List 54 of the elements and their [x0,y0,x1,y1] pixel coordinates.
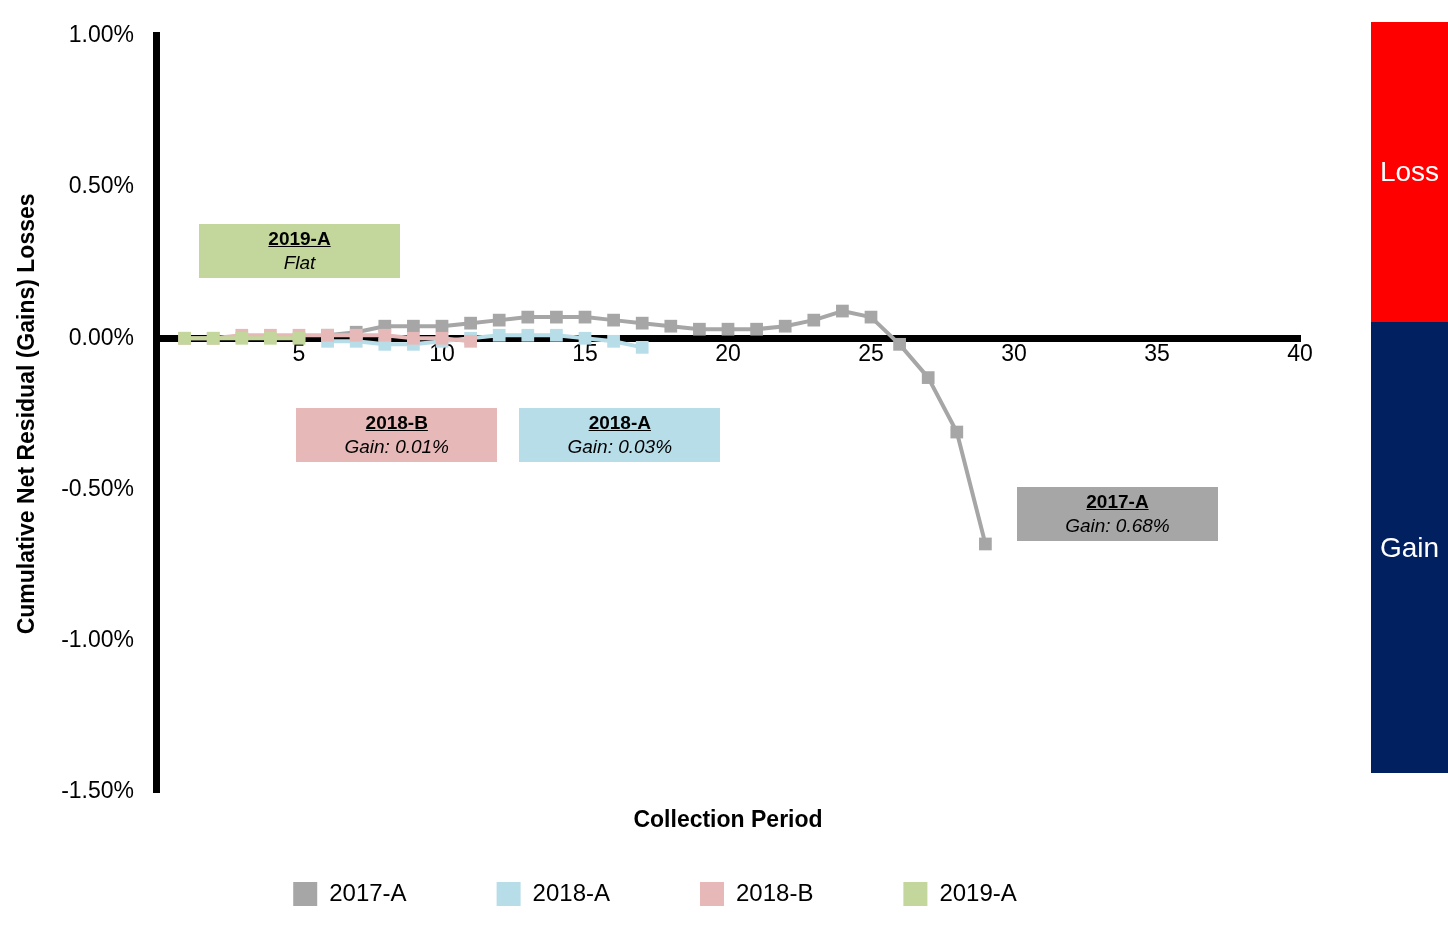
x-tick-label: 40 [1287,340,1313,367]
legend-label: 2018-B [736,878,814,906]
legend-label: 2017-A [329,878,407,906]
annotation: 2019-A Flat [268,226,331,275]
y-axis-title: Cumulative Net Residual (Gains) Losses [13,193,40,635]
y-tick-label: -1.00% [61,626,134,653]
x-tick-label: 25 [858,340,884,367]
y-tick-label: 0.00% [68,323,134,350]
annotation: 2017-A Gain: 0.68% [1065,489,1170,538]
x-tick-label: 30 [1001,340,1027,367]
point [893,337,906,351]
x-axis-title: Collection Period [633,806,823,833]
annotation: 2018-A Gain: 0.03% [567,411,673,460]
point [407,319,420,333]
note-box: 2018-A Gain: 0.03% [519,408,721,463]
legend-label: 2018-A [532,878,610,906]
point [635,340,649,354]
point [778,319,792,333]
point [378,328,392,342]
note-box: 2018-B Gain: 0.01% [296,408,498,463]
note-box: 2017-A Gain: 0.68% [1016,486,1218,541]
point [550,310,563,324]
point [693,322,706,336]
point [979,537,992,551]
loss-gain-scale: Loss Gain [1371,22,1448,773]
point [492,313,506,327]
point [578,331,592,345]
point [836,304,849,318]
point [550,328,563,342]
point [464,316,477,330]
note-box: 2019-A Flat [199,223,400,278]
legend-label: 2019-A [939,878,1017,906]
point [921,371,935,384]
point [407,331,420,345]
y-tick-label: 0.50% [68,172,134,199]
x-tick-label: 15 [572,340,598,367]
y-tick-label: 1.00% [68,21,134,48]
point [492,328,506,342]
point [664,319,678,333]
point [750,322,763,336]
point [521,328,535,342]
y-tick-label: -0.50% [61,474,134,501]
y-tick-label: -1.50% [61,777,134,804]
point [607,313,620,327]
x-tick-label: 5 [292,340,306,367]
x-tick-label: 20 [715,340,741,367]
point [607,334,620,348]
point [807,313,821,327]
point [521,310,535,324]
point [950,425,964,439]
point [721,322,735,336]
point [635,316,649,330]
x-tick-label: 35 [1144,340,1170,367]
annotation: 2018-B Gain: 0.01% [344,411,450,460]
